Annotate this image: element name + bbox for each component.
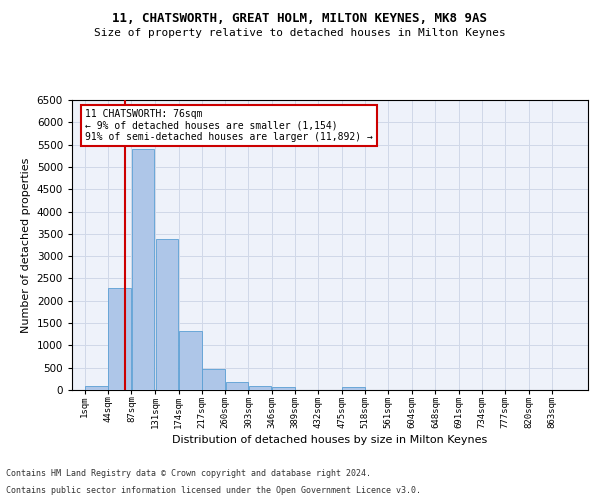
Bar <box>179 331 202 390</box>
X-axis label: Distribution of detached houses by size in Milton Keynes: Distribution of detached houses by size … <box>172 434 488 445</box>
Text: 11, CHATSWORTH, GREAT HOLM, MILTON KEYNES, MK8 9AS: 11, CHATSWORTH, GREAT HOLM, MILTON KEYNE… <box>113 12 487 26</box>
Text: 11 CHATSWORTH: 76sqm
← 9% of detached houses are smaller (1,154)
91% of semi-det: 11 CHATSWORTH: 76sqm ← 9% of detached ho… <box>85 108 373 142</box>
Bar <box>85 386 108 390</box>
Bar <box>249 386 271 390</box>
Bar <box>202 368 225 390</box>
Bar <box>132 149 154 390</box>
Bar <box>155 239 178 390</box>
Y-axis label: Number of detached properties: Number of detached properties <box>21 158 31 332</box>
Bar <box>272 388 295 390</box>
Bar <box>226 382 248 390</box>
Bar <box>109 288 131 390</box>
Bar <box>342 388 365 390</box>
Text: Contains HM Land Registry data © Crown copyright and database right 2024.: Contains HM Land Registry data © Crown c… <box>6 468 371 477</box>
Text: Size of property relative to detached houses in Milton Keynes: Size of property relative to detached ho… <box>94 28 506 38</box>
Text: Contains public sector information licensed under the Open Government Licence v3: Contains public sector information licen… <box>6 486 421 495</box>
